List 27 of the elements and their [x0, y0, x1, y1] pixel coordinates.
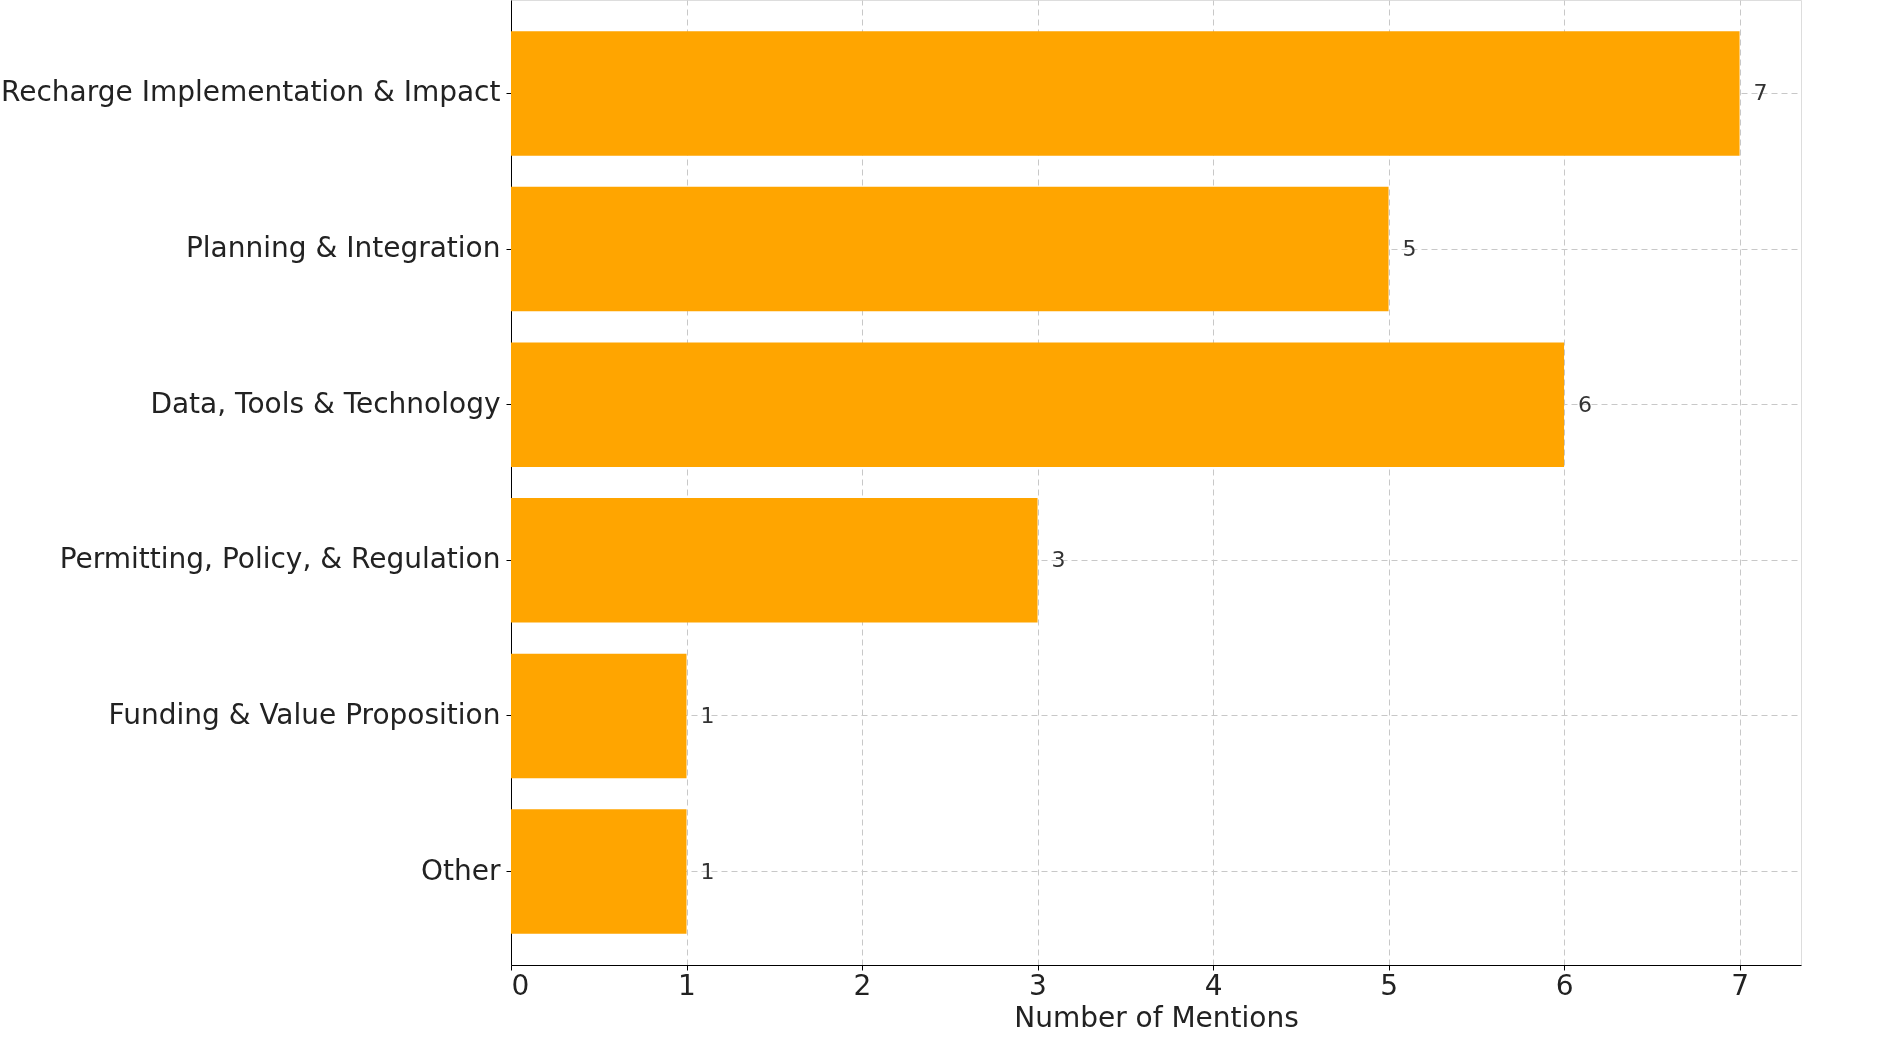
bar [511, 653, 687, 779]
y-tick-label: Permitting, Policy, & Regulation [59, 542, 501, 576]
y-tick-label: Planning & Integration [185, 231, 501, 265]
bar [511, 31, 1740, 156]
data-label: 7 [1753, 80, 1768, 106]
x-tick-label: 5 [1380, 968, 1398, 1002]
bar [511, 809, 687, 934]
y-tick-label: Other [420, 853, 501, 887]
x-tick-label: 6 [1555, 968, 1574, 1002]
bar [511, 186, 1389, 312]
y-tick-label: Recharge Implementation & Impact [1, 75, 501, 109]
data-label: 1 [700, 702, 715, 728]
y-tick-label: Data, Tools & Technology [150, 386, 501, 420]
data-label: 3 [1051, 547, 1066, 573]
x-tick-label: 1 [678, 968, 696, 1002]
data-label: 6 [1578, 391, 1593, 417]
data-label: 1 [700, 858, 715, 884]
x-tick-label: 3 [1029, 968, 1047, 1002]
y-tick-label: Funding & Value Proposition [108, 697, 501, 731]
data-label: 5 [1402, 236, 1417, 262]
x-tick-label: 2 [853, 968, 872, 1002]
x-tick-label: 4 [1204, 968, 1223, 1002]
x-axis-title: Number of Mentions [1014, 1000, 1299, 1034]
x-tick-label: 7 [1731, 968, 1749, 1002]
x-tick-label: 0 [511, 968, 530, 1002]
bar [511, 498, 1038, 623]
bar [511, 342, 1565, 467]
